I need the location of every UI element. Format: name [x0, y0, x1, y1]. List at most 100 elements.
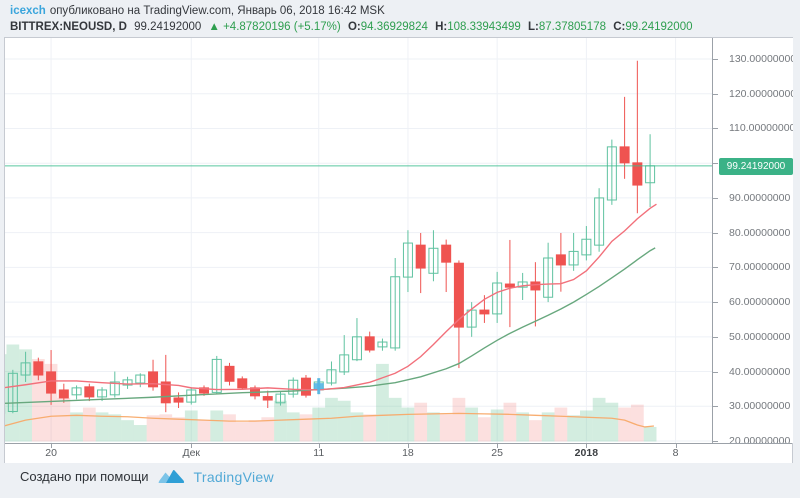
candle-body-up — [97, 389, 108, 398]
candle-body-down — [58, 389, 69, 399]
candle-body-down — [262, 396, 273, 401]
candle-body-up — [402, 242, 413, 278]
tradingview-logo-icon — [158, 468, 185, 485]
volume-bar — [579, 410, 593, 442]
price-axis-label: 20.00000000 — [729, 435, 791, 443]
candle-body-down — [453, 262, 464, 328]
volume-bar — [605, 402, 619, 442]
volume-bar — [452, 397, 466, 442]
candle-body-down — [33, 361, 44, 376]
candle-body-up — [20, 362, 31, 376]
ma-slow-line — [5, 247, 656, 405]
volume-bar — [388, 397, 402, 442]
price-axis-tick — [713, 232, 718, 234]
publisher-link[interactable]: icexch — [10, 5, 46, 17]
time-axis-label: 11 — [313, 447, 325, 459]
price-axis[interactable]: 99.24192000 130.00000000 120.00000000 110.… — [712, 38, 793, 443]
time-axis-tick — [675, 444, 677, 448]
last-price-value: 99.24192000 — [134, 21, 202, 33]
candle-body-up — [466, 309, 477, 328]
candle-body-down — [441, 244, 452, 263]
volume-bar — [427, 412, 440, 442]
volume-bar — [133, 425, 147, 442]
candle-body-up — [122, 379, 133, 386]
volume-bar — [516, 412, 530, 442]
volume-bar — [618, 407, 631, 442]
candle-body-up — [135, 374, 146, 384]
close-label: C: — [613, 21, 626, 33]
volume-bar — [363, 414, 377, 442]
volume-bar — [529, 420, 542, 442]
price-axis-tick — [713, 163, 718, 165]
volume-bar — [541, 412, 555, 442]
time-axis-tick — [407, 444, 409, 448]
volume-bar — [503, 402, 517, 442]
candle-body-down — [364, 336, 375, 351]
candle-body-down — [479, 309, 490, 315]
price-axis-label: 90.00000000 — [729, 191, 791, 204]
symbol-name[interactable]: BITTREX:NEOUSD, D — [10, 21, 127, 33]
volume-bar — [401, 407, 415, 442]
candle-body-down — [46, 371, 57, 394]
publish-info: icexch опубликовано на TradingView.com, Я… — [10, 3, 385, 19]
candle-body-up — [594, 197, 605, 246]
candle-body-up — [517, 281, 528, 288]
created-with-text: Создано при помощи — [20, 469, 149, 484]
volume-bar — [235, 422, 249, 442]
volume-bar — [274, 400, 287, 442]
candle-body-up — [339, 354, 350, 373]
time-axis-label: 25 — [491, 447, 503, 459]
time-axis-tick — [497, 444, 499, 448]
volume-bar — [567, 415, 580, 442]
chart-container: 99.24192000 130.00000000 120.00000000 110.… — [4, 37, 793, 463]
time-axis-tick — [191, 444, 193, 448]
candle-body-down — [84, 386, 95, 398]
volume-bar — [439, 414, 453, 442]
volume-bar — [184, 410, 198, 442]
candle-body-down — [199, 387, 210, 394]
close-value: 99.24192000 — [625, 21, 693, 33]
price-axis-label: 130.00000000 — [729, 53, 793, 65]
low-value: 87.37805178 — [538, 21, 606, 33]
candle-body-up — [211, 358, 222, 393]
time-axis-tick — [586, 444, 588, 448]
candle-body-down — [555, 254, 566, 266]
price-axis-label: 120.00000000 — [729, 87, 793, 100]
price-chart-plot[interactable] — [5, 38, 712, 443]
candle-body-up — [275, 393, 286, 404]
volume-bar — [172, 417, 185, 442]
time-axis[interactable]: 20 Дек 11 18 25 2018 8 — [5, 443, 792, 463]
low-label: L: — [527, 21, 539, 33]
volume-bar — [31, 359, 45, 442]
volume-bar — [248, 420, 262, 442]
price-axis-tick — [713, 267, 718, 269]
volume-bar — [223, 414, 236, 442]
price-axis-label: 80.00000000 — [729, 226, 791, 239]
candle-body-up — [606, 146, 617, 201]
volume-bar — [82, 407, 96, 442]
candle-body-down — [148, 371, 159, 388]
volume-bar — [490, 409, 504, 442]
volume-bar — [592, 397, 606, 442]
volume-bar — [337, 400, 351, 442]
price-axis-label: 60.00000000 — [729, 296, 791, 309]
candle-body-up — [543, 257, 554, 298]
volume-bar — [19, 349, 32, 442]
candle-body-up — [377, 341, 388, 348]
candle-body-up — [428, 247, 439, 274]
idea-marker — [313, 383, 324, 390]
time-axis-tick — [51, 444, 53, 448]
price-axis-tick — [713, 336, 718, 338]
candle-body-down — [300, 377, 311, 396]
volume-bar — [630, 404, 644, 442]
candle-body-down — [237, 378, 248, 389]
price-axis-tick — [713, 197, 718, 199]
candle-body-up — [7, 372, 18, 412]
volume-bar — [478, 417, 491, 442]
price-axis-tick — [713, 302, 718, 304]
volume-bar — [210, 410, 224, 442]
candle-body-down — [632, 162, 643, 186]
candle-body-up — [568, 250, 579, 266]
candlestick-chart[interactable] — [5, 38, 712, 443]
tradingview-brand-link[interactable]: TradingView — [193, 468, 274, 485]
